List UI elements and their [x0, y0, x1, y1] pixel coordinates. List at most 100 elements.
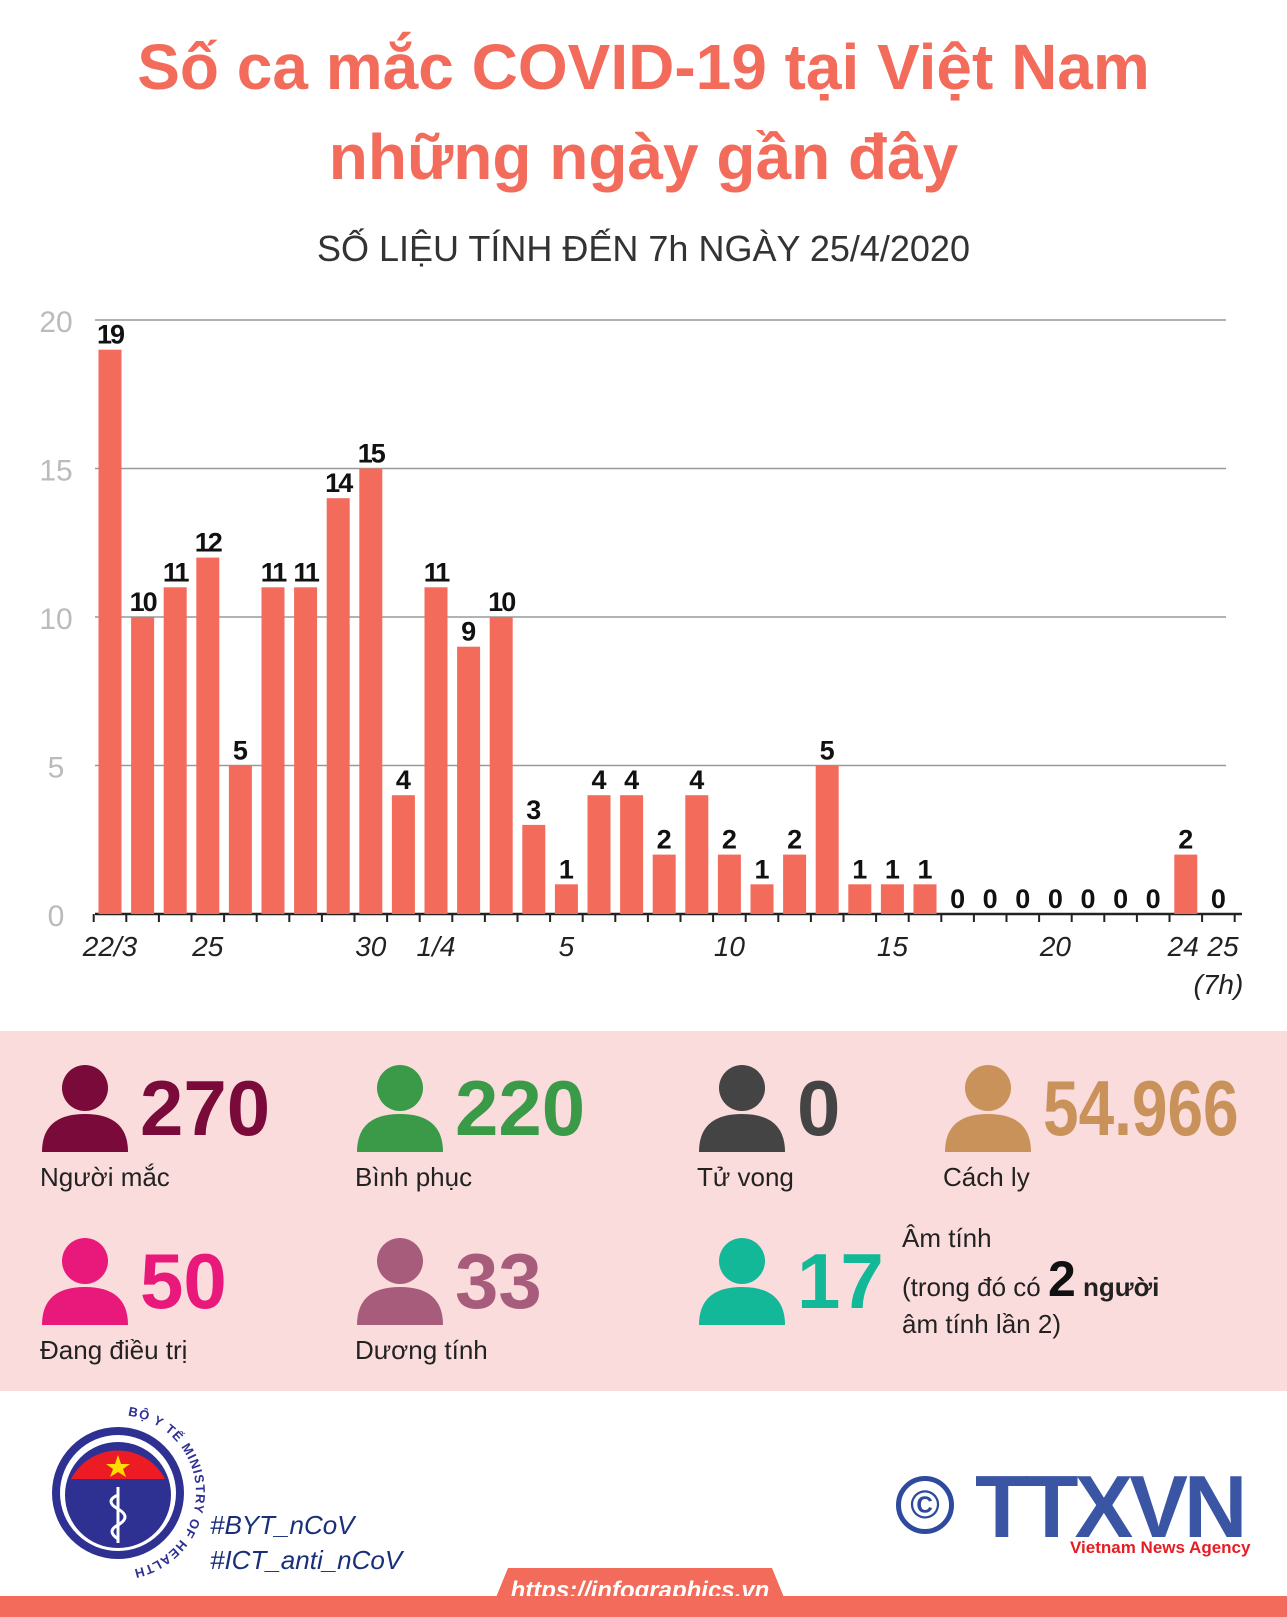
data-label: 10 — [130, 587, 157, 617]
data-label: 2 — [722, 825, 737, 855]
stat-label: Đang điều trị — [40, 1335, 188, 1365]
title-line-1: Số ca mắc COVID-19 tại Việt Nam — [137, 31, 1150, 103]
title-line-2: những ngày gần đây — [328, 121, 959, 193]
data-label: 4 — [396, 765, 411, 795]
bar — [196, 557, 220, 914]
stat-value: 50 — [140, 1237, 227, 1325]
bar — [359, 468, 383, 914]
note-line2: âm tính lần 2) — [902, 1309, 1061, 1339]
bar — [750, 884, 774, 914]
stat-label: Tử vong — [697, 1162, 794, 1192]
note-unit: người — [1083, 1272, 1160, 1302]
data-label: 1 — [852, 854, 867, 884]
bar — [424, 587, 448, 914]
data-label: 1 — [559, 854, 574, 884]
bar — [783, 854, 807, 914]
hashtag-byt[interactable]: #BYT_nCoV — [210, 1510, 355, 1540]
note-text: (trong đó có — [902, 1272, 1041, 1302]
stat-label: Âm tính — [902, 1223, 992, 1253]
bar — [489, 617, 513, 914]
data-label: 19 — [97, 320, 125, 350]
data-label: 0 — [950, 884, 965, 914]
data-label: 15 — [358, 439, 386, 469]
bar — [1174, 854, 1198, 914]
data-label: 12 — [195, 528, 222, 558]
bar — [391, 795, 415, 914]
data-label: 0 — [1146, 884, 1161, 914]
bar — [326, 498, 350, 914]
person-icon — [42, 1065, 128, 1152]
person-icon — [357, 1238, 443, 1325]
x-tick-label: 15 — [877, 931, 909, 962]
data-label: 11 — [163, 557, 190, 587]
bar — [98, 349, 122, 914]
moh-logo: BỘ Y TẾ MINISTRY OF HEALTH — [30, 1404, 207, 1581]
agency-name: Vietnam News Agency — [1070, 1538, 1251, 1557]
data-label: 11 — [261, 557, 288, 587]
data-label: 1 — [917, 854, 932, 884]
data-label: 4 — [689, 765, 704, 795]
ttxvn-logo: TTXVN — [975, 1457, 1247, 1556]
stat-value: 220 — [455, 1064, 586, 1152]
y-tick-label: 0 — [48, 900, 65, 933]
bar — [522, 824, 546, 914]
bar — [163, 587, 187, 914]
bar — [457, 646, 481, 914]
data-label: 0 — [1113, 884, 1128, 914]
person-icon — [357, 1065, 443, 1152]
stat-value: 54.966 — [1043, 1064, 1239, 1152]
bar — [880, 884, 904, 914]
bar — [913, 884, 937, 914]
data-label: 4 — [624, 765, 639, 795]
bar — [261, 587, 285, 914]
hashtag-ict[interactable]: #ICT_anti_nCoV — [210, 1545, 403, 1575]
bar — [848, 884, 872, 914]
x-tick-label: 25 — [191, 931, 224, 962]
stat-value: 17 — [797, 1237, 884, 1325]
y-tick-label: 5 — [48, 752, 65, 785]
bar — [652, 854, 676, 914]
stat-label: Cách ly — [943, 1162, 1030, 1192]
subtitle: SỐ LIỆU TÍNH ĐẾN 7h NGÀY 25/4/2020 — [317, 228, 970, 269]
stat-label: Dương tính — [355, 1335, 488, 1365]
y-tick-label: 20 — [39, 306, 72, 339]
person-icon — [699, 1238, 785, 1325]
x-tick-label: 10 — [714, 931, 746, 962]
data-label: 0 — [1048, 884, 1063, 914]
data-label: 14 — [325, 468, 353, 498]
copyright-icon: © — [896, 1476, 954, 1534]
note-number: 2 — [1047, 1251, 1076, 1307]
data-label: 3 — [526, 795, 541, 825]
data-label: 5 — [820, 736, 835, 766]
bar — [131, 617, 155, 914]
person-icon — [945, 1065, 1031, 1152]
bottom-bar — [0, 1596, 1287, 1617]
data-label: 10 — [488, 587, 515, 617]
bar — [587, 795, 611, 914]
y-tick-label: 15 — [39, 455, 72, 488]
bar — [717, 854, 741, 914]
bar — [620, 795, 644, 914]
data-label: 0 — [983, 884, 998, 914]
data-label: 9 — [461, 617, 476, 647]
data-label: 0 — [1211, 884, 1226, 914]
stat-value: 33 — [455, 1237, 542, 1325]
stat-value: 0 — [797, 1064, 841, 1152]
x-tick-label: 30 — [355, 931, 387, 962]
stat-label: Người mắc — [40, 1162, 170, 1192]
data-label: 1 — [754, 854, 769, 884]
person-icon — [42, 1238, 128, 1325]
data-label: 2 — [1178, 825, 1193, 855]
x-tick-label: 20 — [1039, 931, 1072, 962]
x-tick-label: 22/3 — [82, 931, 138, 962]
bar — [228, 765, 252, 914]
data-label: 2 — [787, 825, 802, 855]
data-label: 2 — [657, 825, 672, 855]
data-label: 4 — [591, 765, 606, 795]
x-tick-label: 25 — [1206, 931, 1239, 962]
data-label: 0 — [1015, 884, 1030, 914]
person-icon — [699, 1065, 785, 1152]
stat-label: Bình phục — [355, 1162, 473, 1192]
bar — [294, 587, 318, 914]
